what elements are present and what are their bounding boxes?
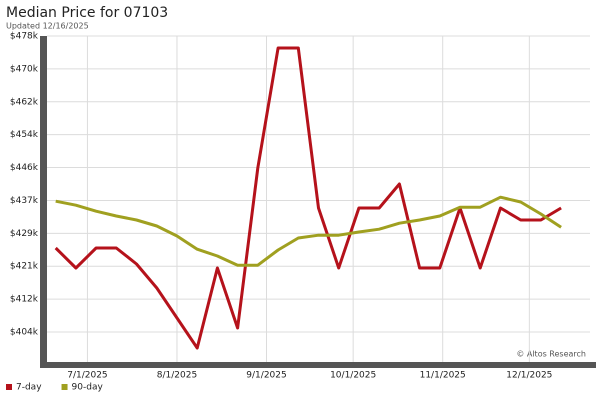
y-tick-label: $478k [10,32,39,42]
x-tick-label: 11/1/2025 [420,371,466,381]
x-tick-label: 9/1/2025 [246,371,286,381]
x-axis-bar [40,362,596,368]
y-tick-label: $470k [10,64,39,74]
y-tick-label: $454k [10,130,39,140]
series-line [54,46,562,350]
y-tick-label: $421k [10,262,39,272]
y-tick-label: $462k [10,97,39,107]
chart-subtitle: Updated 12/16/2025 [6,22,89,31]
watermark: © Altos Research [516,350,586,359]
y-tick-label: $446k [10,163,39,173]
x-tick-label: 8/1/2025 [157,371,197,381]
y-tick-label: $437k [10,196,39,206]
y-axis-bar [40,36,47,368]
x-tick-label: 7/1/2025 [67,371,107,381]
y-tick-label: $412k [10,295,39,305]
chart-title: Median Price for 07103 [6,5,168,21]
x-tick-label: 10/1/2025 [330,371,376,381]
legend-swatch [6,384,12,390]
legend-label: 90-day [72,383,104,393]
legend-label: 7-day [16,383,42,393]
y-tick-label: $429k [10,229,39,239]
x-tick-label: 12/1/2025 [506,371,552,381]
legend-swatch [61,384,68,390]
series-line [55,195,562,267]
y-tick-label: $404k [10,328,39,338]
